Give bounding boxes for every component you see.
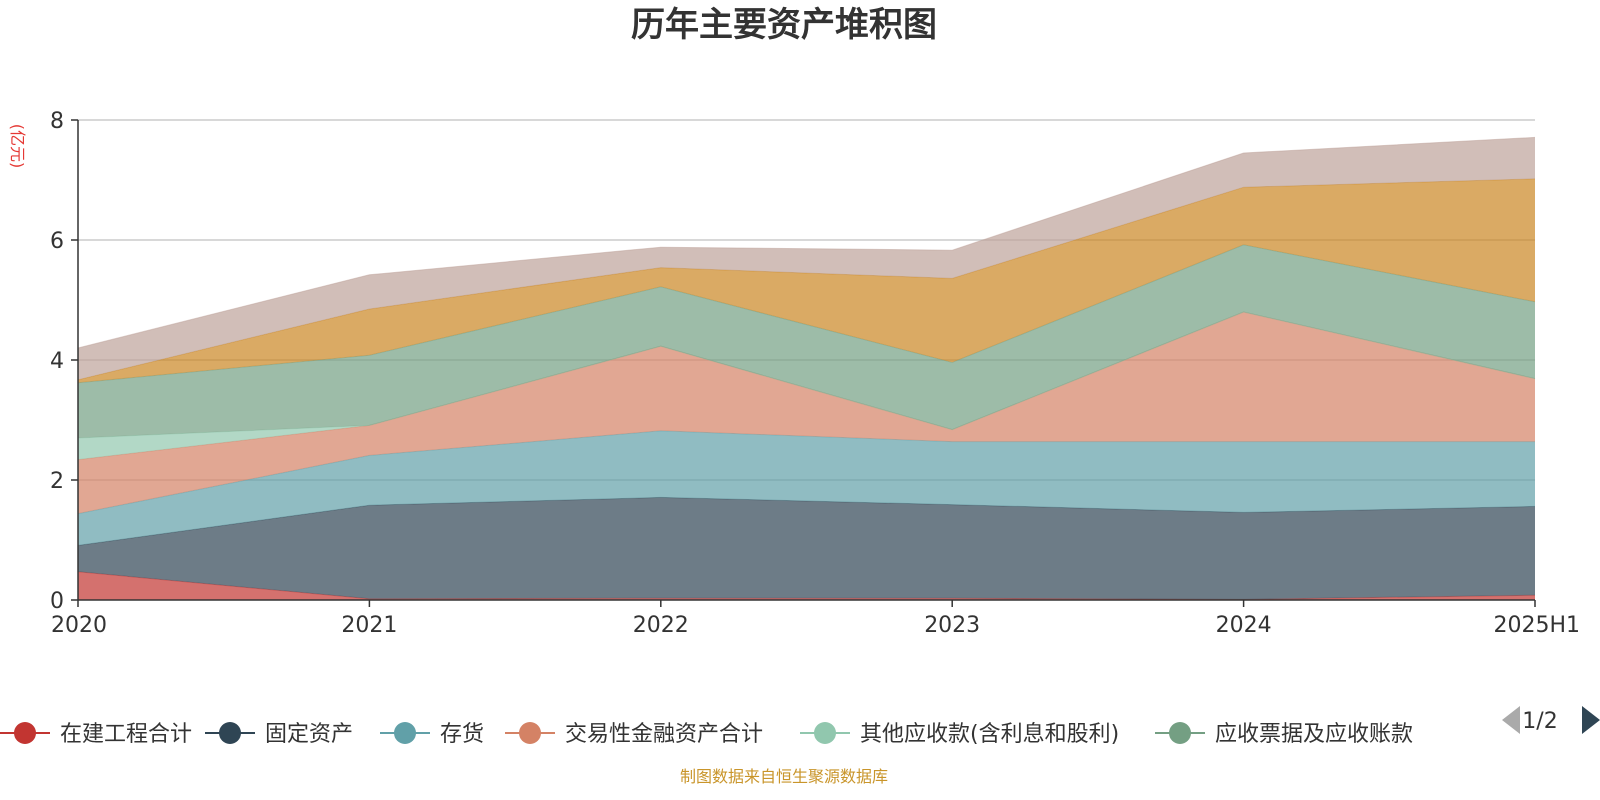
chart-title: 历年主要资产堆积图 [631,5,937,45]
legend-item[interactable]: 固定资产 [205,722,353,747]
legend-label: 在建工程合计 [60,722,192,747]
data-source: 制图数据来自恒生聚源数据库 [680,767,888,786]
legend-item[interactable]: 在建工程合计 [0,722,192,747]
x-tick-label: 2021 [341,613,397,638]
axes: 0 2 4 6 8 2020 2021 2022 2023 2024 2025H1 [50,109,1580,638]
legend-marker-icon [219,722,241,744]
legend-label: 其他应收款(含利息和股利) [860,722,1119,747]
area-series-7 [78,137,1535,380]
legend-pager: 1/2 [1502,706,1600,734]
y-tick-label: 2 [50,469,64,494]
legend-marker-icon [14,722,36,744]
area-series-edge-7 [77,136,1536,349]
legend-item[interactable]: 其他应收款(含利息和股利) [800,722,1119,747]
x-tick-label: 2024 [1216,613,1272,638]
legend-label: 交易性金融资产合计 [565,722,763,747]
area-series-1 [78,497,1535,600]
x-tick-label: 2022 [633,613,689,638]
area-series [77,136,1536,600]
prev-page-icon[interactable] [1502,706,1520,734]
x-tick-label: 2023 [924,613,980,638]
next-page-icon[interactable] [1582,706,1600,734]
legend-item[interactable]: 存货 [380,722,484,747]
legend-marker-icon [814,722,836,744]
legend-item[interactable]: 交易性金融资产合计 [505,722,763,747]
x-tick-label: 2020 [51,613,107,638]
area-series-0 [78,571,1535,600]
x-tick-label: 2025H1 [1493,613,1580,638]
legend-label: 应收票据及应收账款 [1215,722,1413,747]
legend-label: 存货 [440,722,484,747]
y-tick-label: 6 [50,229,64,254]
y-tick-label: 0 [50,589,64,614]
area-series-6 [78,178,1535,383]
area-series-5 [78,244,1535,438]
y-unit-label: (亿元) [8,124,27,169]
legend-label: 固定资产 [265,722,353,747]
legend-item[interactable]: 应收票据及应收账款 [1155,722,1413,747]
legend: 在建工程合计 固定资产 存货 交易性金融资产合计 其他应收款(含利息和股利) 应收票据及应… [0,722,1413,747]
legend-marker-icon [394,722,416,744]
y-tick-label: 4 [50,349,64,374]
legend-page-indicator: 1/2 [1522,709,1557,734]
area-series-3 [78,312,1535,514]
legend-marker-icon [519,722,541,744]
area-series-2 [78,430,1535,546]
y-tick-label: 8 [50,109,64,134]
legend-marker-icon [1169,722,1191,744]
